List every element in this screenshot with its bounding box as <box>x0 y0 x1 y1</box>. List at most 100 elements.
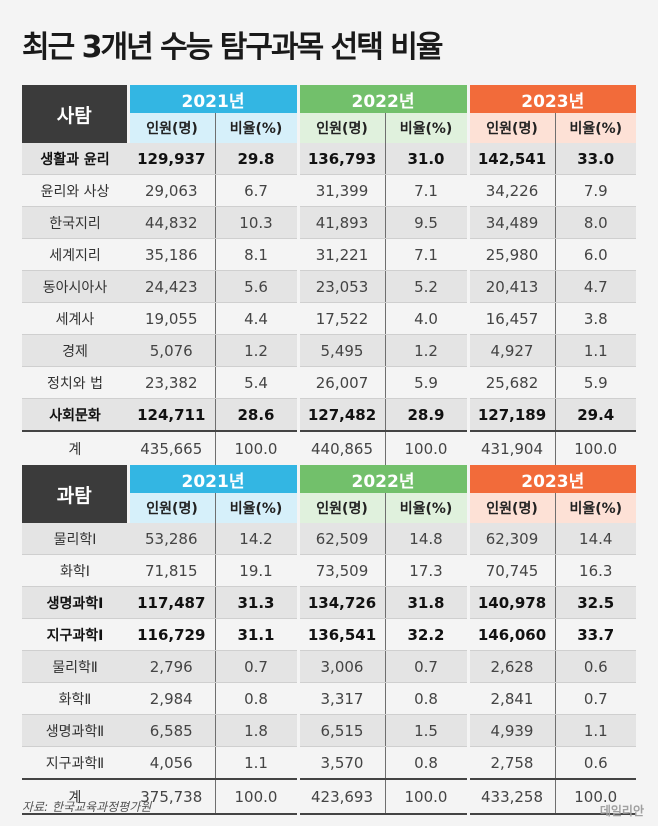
count-cell: 23,053 <box>298 270 386 303</box>
ratio-cell: 1.1 <box>215 746 298 780</box>
ratio-cell: 33.7 <box>555 618 636 651</box>
total-ratio-cell: 100.0 <box>555 778 636 815</box>
count-cell: 6,515 <box>298 714 386 747</box>
count-cell: 31,221 <box>298 238 386 271</box>
ratio-cell: 14.2 <box>215 523 298 555</box>
ratio-cell: 3.8 <box>555 302 636 335</box>
count-cell: 44,832 <box>128 206 216 239</box>
year-header-2022: 2022년 <box>298 465 470 493</box>
count-cell: 16,457 <box>468 302 556 335</box>
ratio-cell: 19.1 <box>215 554 298 587</box>
count-cell: 62,509 <box>298 523 386 555</box>
subject-name: 정치와 법 <box>22 366 128 399</box>
total-row: 계 435,665 100.0 440,865 100.0 431,904 100.0 <box>22 430 636 467</box>
subheader-count: 인원(명) <box>298 493 386 523</box>
table-row: 지구과학Ⅰ 116,729 31.1 136,541 32.2 146,060 33.7 <box>22 618 636 651</box>
count-cell: 142,541 <box>468 143 556 175</box>
ratio-cell: 28.9 <box>385 398 468 432</box>
count-cell: 117,487 <box>128 586 216 619</box>
ratio-cell: 7.9 <box>555 174 636 207</box>
count-cell: 23,382 <box>128 366 216 399</box>
subheader-count: 인원(명) <box>468 493 556 523</box>
table-row: 물리학Ⅱ 2,796 0.7 3,006 0.7 2,628 0.6 <box>22 650 636 683</box>
page-title: 최근 3개년 수능 탐구과목 선택 비율 <box>22 30 443 65</box>
table-row: 사회문화 124,711 28.6 127,482 28.9 127,189 29.4 <box>22 398 636 432</box>
ratio-cell: 0.6 <box>555 650 636 683</box>
table-row: 윤리와 사상 29,063 6.7 31,399 7.1 34,226 7.9 <box>22 174 636 207</box>
total-ratio-cell: 100.0 <box>555 430 636 467</box>
subheader-count: 인원(명) <box>128 113 216 143</box>
count-cell: 124,711 <box>128 398 216 432</box>
subject-name: 지구과학Ⅰ <box>22 618 128 651</box>
count-cell: 4,939 <box>468 714 556 747</box>
year-header-2023: 2023년 <box>468 465 636 493</box>
count-cell: 70,745 <box>468 554 556 587</box>
ratio-cell: 28.6 <box>215 398 298 432</box>
ratio-cell: 4.0 <box>385 302 468 335</box>
table-row: 정치와 법 23,382 5.4 26,007 5.9 25,682 5.9 <box>22 366 636 399</box>
count-cell: 17,522 <box>298 302 386 335</box>
table-row: 물리학Ⅰ 53,286 14.2 62,509 14.8 62,309 14.4 <box>22 523 636 555</box>
ratio-cell: 7.1 <box>385 174 468 207</box>
count-cell: 20,413 <box>468 270 556 303</box>
ratio-cell: 5.2 <box>385 270 468 303</box>
total-label: 계 <box>22 778 128 815</box>
count-cell: 19,055 <box>128 302 216 335</box>
total-count-cell: 440,865 <box>298 430 386 467</box>
ratio-cell: 0.7 <box>555 682 636 715</box>
count-cell: 71,815 <box>128 554 216 587</box>
count-cell: 136,793 <box>298 143 386 175</box>
count-cell: 136,541 <box>298 618 386 651</box>
table-row: 화학Ⅰ 71,815 19.1 73,509 17.3 70,745 16.3 <box>22 554 636 587</box>
ratio-cell: 0.8 <box>215 682 298 715</box>
ratio-cell: 31.3 <box>215 586 298 619</box>
ratio-cell: 0.8 <box>385 682 468 715</box>
count-cell: 127,482 <box>298 398 386 432</box>
ratio-cell: 1.8 <box>215 714 298 747</box>
table-row: 생명과학Ⅰ 117,487 31.3 134,726 31.8 140,978 32.5 <box>22 586 636 619</box>
count-cell: 34,489 <box>468 206 556 239</box>
count-cell: 3,006 <box>298 650 386 683</box>
subject-name: 지구과학Ⅱ <box>22 746 128 780</box>
ratio-cell: 0.6 <box>555 746 636 780</box>
ratio-cell: 0.7 <box>215 650 298 683</box>
subheader-count: 인원(명) <box>468 113 556 143</box>
ratio-cell: 17.3 <box>385 554 468 587</box>
total-ratio-cell: 100.0 <box>215 430 298 467</box>
ratio-cell: 0.7 <box>385 650 468 683</box>
subheader-count: 인원(명) <box>298 113 386 143</box>
ratio-cell: 5.4 <box>215 366 298 399</box>
ratio-cell: 0.8 <box>385 746 468 780</box>
count-cell: 26,007 <box>298 366 386 399</box>
subject-name: 생활과 윤리 <box>22 143 128 175</box>
count-cell: 62,309 <box>468 523 556 555</box>
section-label-science: 과탐 <box>22 465 130 523</box>
total-count-cell: 433,258 <box>468 778 556 815</box>
subheader-count: 인원(명) <box>128 493 216 523</box>
table-row: 생명과학Ⅱ 6,585 1.8 6,515 1.5 4,939 1.1 <box>22 714 636 747</box>
science-table: 과탐 2021년 2022년 2023년 인원(명) 비율(%) 인원(명) 비… <box>22 465 636 815</box>
table-row: 한국지리 44,832 10.3 41,893 9.5 34,489 8.0 <box>22 206 636 239</box>
subject-name: 세계지리 <box>22 238 128 271</box>
table-row: 경제 5,076 1.2 5,495 1.2 4,927 1.1 <box>22 334 636 367</box>
count-cell: 146,060 <box>468 618 556 651</box>
subheader-ratio: 비율(%) <box>385 113 470 143</box>
count-cell: 25,682 <box>468 366 556 399</box>
subheader-ratio: 비율(%) <box>555 493 636 523</box>
count-cell: 4,056 <box>128 746 216 780</box>
ratio-cell: 1.2 <box>385 334 468 367</box>
count-cell: 116,729 <box>128 618 216 651</box>
ratio-cell: 14.8 <box>385 523 468 555</box>
ratio-cell: 6.7 <box>215 174 298 207</box>
ratio-cell: 5.9 <box>385 366 468 399</box>
ratio-cell: 1.5 <box>385 714 468 747</box>
subject-name: 물리학Ⅰ <box>22 523 128 555</box>
subject-name: 세계사 <box>22 302 128 335</box>
subject-name: 화학Ⅱ <box>22 682 128 715</box>
count-cell: 6,585 <box>128 714 216 747</box>
ratio-cell: 1.1 <box>555 334 636 367</box>
ratio-cell: 32.5 <box>555 586 636 619</box>
count-cell: 2,841 <box>468 682 556 715</box>
ratio-cell: 16.3 <box>555 554 636 587</box>
subject-name: 동아시아사 <box>22 270 128 303</box>
